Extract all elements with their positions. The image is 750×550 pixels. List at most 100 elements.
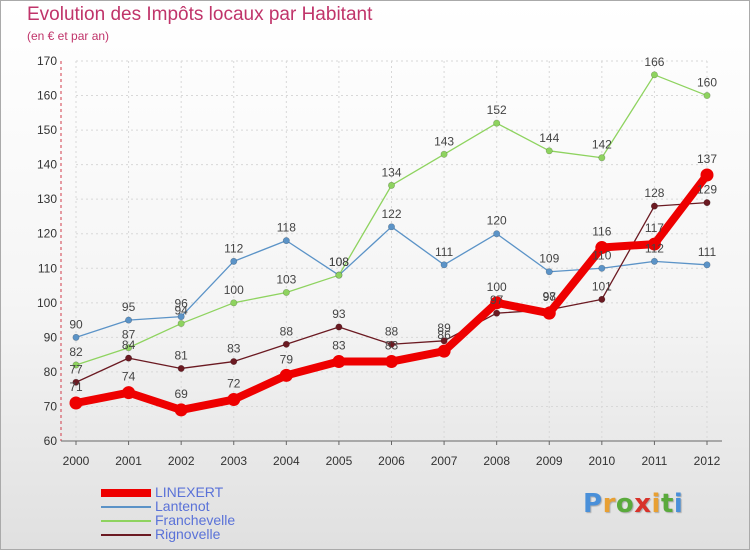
data-label: 129 — [697, 183, 717, 197]
y-tick-label: 90 — [44, 330, 58, 344]
x-tick-label: 2012 — [694, 454, 721, 468]
y-tick-label: 110 — [38, 261, 57, 275]
data-label: 152 — [487, 103, 507, 117]
data-label: 142 — [592, 138, 612, 152]
data-point — [703, 92, 711, 100]
data-label: 89 — [437, 321, 451, 335]
data-label: 100 — [224, 283, 244, 297]
data-label: 98 — [543, 290, 557, 304]
data-point — [125, 354, 133, 362]
data-label: 100 — [487, 280, 507, 294]
logo-letter: r — [602, 489, 616, 519]
chart-subtitle: (en € et par an) — [27, 29, 110, 43]
data-point — [647, 237, 661, 251]
legend-item: Lantenot — [101, 498, 341, 514]
data-label: 81 — [174, 348, 188, 362]
y-tick-label: 150 — [37, 123, 57, 137]
legend-item: Rignovelle — [101, 526, 341, 542]
data-label: 87 — [122, 328, 136, 342]
data-label: 110 — [592, 248, 611, 262]
data-point — [700, 168, 714, 182]
data-label: 83 — [332, 339, 346, 353]
series-lines — [69, 71, 714, 417]
data-label: 88 — [385, 324, 399, 338]
data-point — [545, 268, 553, 276]
data-point — [385, 355, 398, 369]
data-label: 160 — [697, 76, 717, 90]
data-point — [177, 364, 185, 372]
y-tick-label: 60 — [44, 434, 58, 448]
data-label: 134 — [381, 165, 401, 179]
data-point — [230, 299, 238, 307]
data-point — [703, 261, 711, 269]
data-label: 83 — [227, 342, 241, 356]
data-point — [650, 257, 658, 265]
data-label: 112 — [224, 241, 243, 255]
legend-label: LINEXERT — [155, 484, 224, 500]
data-label: 116 — [592, 225, 611, 239]
data-point — [174, 403, 188, 417]
data-labels: 90 95 96 112 118 108 122 111 120 109 110 112 111 82 87… — [69, 55, 717, 401]
data-point — [125, 316, 133, 324]
logo-letter: i — [651, 489, 661, 519]
proxiti-logo: Proxiti — [583, 489, 683, 519]
legend-line-rignovelle — [101, 534, 151, 536]
data-point — [703, 199, 711, 207]
data-label: 128 — [644, 186, 664, 200]
logo-letter: o — [615, 489, 635, 519]
data-point — [125, 344, 133, 352]
data-point — [493, 119, 501, 127]
chart-title: Evolution des Impôts locaux par Habitant — [27, 4, 373, 25]
x-tick-label: 2011 — [642, 454, 668, 468]
data-label: 143 — [434, 134, 454, 148]
data-point — [437, 344, 451, 358]
data-label: 103 — [276, 272, 296, 286]
data-point — [542, 306, 556, 320]
logo-letter: x — [634, 489, 652, 519]
x-tick-label: 2009 — [536, 454, 563, 468]
data-point — [440, 150, 448, 158]
data-label: 88 — [280, 324, 294, 338]
legend-item: LINEXERT — [101, 484, 341, 500]
data-label: 118 — [277, 221, 296, 235]
data-point — [279, 368, 293, 382]
logo-letter: i — [673, 489, 684, 519]
data-label: 77 — [69, 362, 83, 376]
data-point — [335, 271, 343, 279]
legend-line-lantenot — [101, 506, 151, 508]
data-label: 101 — [592, 279, 612, 293]
data-label: 108 — [329, 255, 349, 269]
x-tick-label: 2000 — [63, 454, 90, 468]
y-tick-label: 80 — [44, 365, 58, 379]
data-point — [440, 261, 448, 269]
data-point — [230, 358, 238, 366]
grid-lines — [75, 60, 708, 442]
y-tick-label: 170 — [37, 54, 57, 68]
data-point — [493, 230, 501, 238]
data-point — [490, 296, 504, 310]
data-point — [598, 154, 606, 162]
data-point — [282, 237, 290, 245]
data-point — [332, 355, 346, 369]
data-point — [72, 378, 80, 386]
x-tick-label: 2001 — [115, 454, 142, 468]
y-tick-label: 160 — [37, 89, 57, 103]
x-tick-label: 2004 — [273, 454, 300, 468]
data-point — [122, 386, 136, 400]
legend-label: Franchevelle — [155, 512, 236, 528]
data-label: 122 — [381, 207, 401, 221]
legend-line-franchevelle — [101, 520, 151, 522]
data-label: 144 — [539, 131, 559, 145]
y-tick-label: 140 — [37, 158, 57, 172]
data-label: 86 — [437, 328, 451, 342]
data-point — [440, 337, 448, 345]
data-label: 97 — [543, 290, 557, 304]
data-label: 137 — [697, 152, 717, 166]
data-label: 166 — [644, 55, 664, 69]
data-label: 82 — [69, 345, 83, 359]
data-point — [598, 264, 606, 272]
data-label: 94 — [174, 304, 188, 318]
data-label: 112 — [645, 241, 664, 255]
legend-label: Lantenot — [155, 498, 210, 514]
